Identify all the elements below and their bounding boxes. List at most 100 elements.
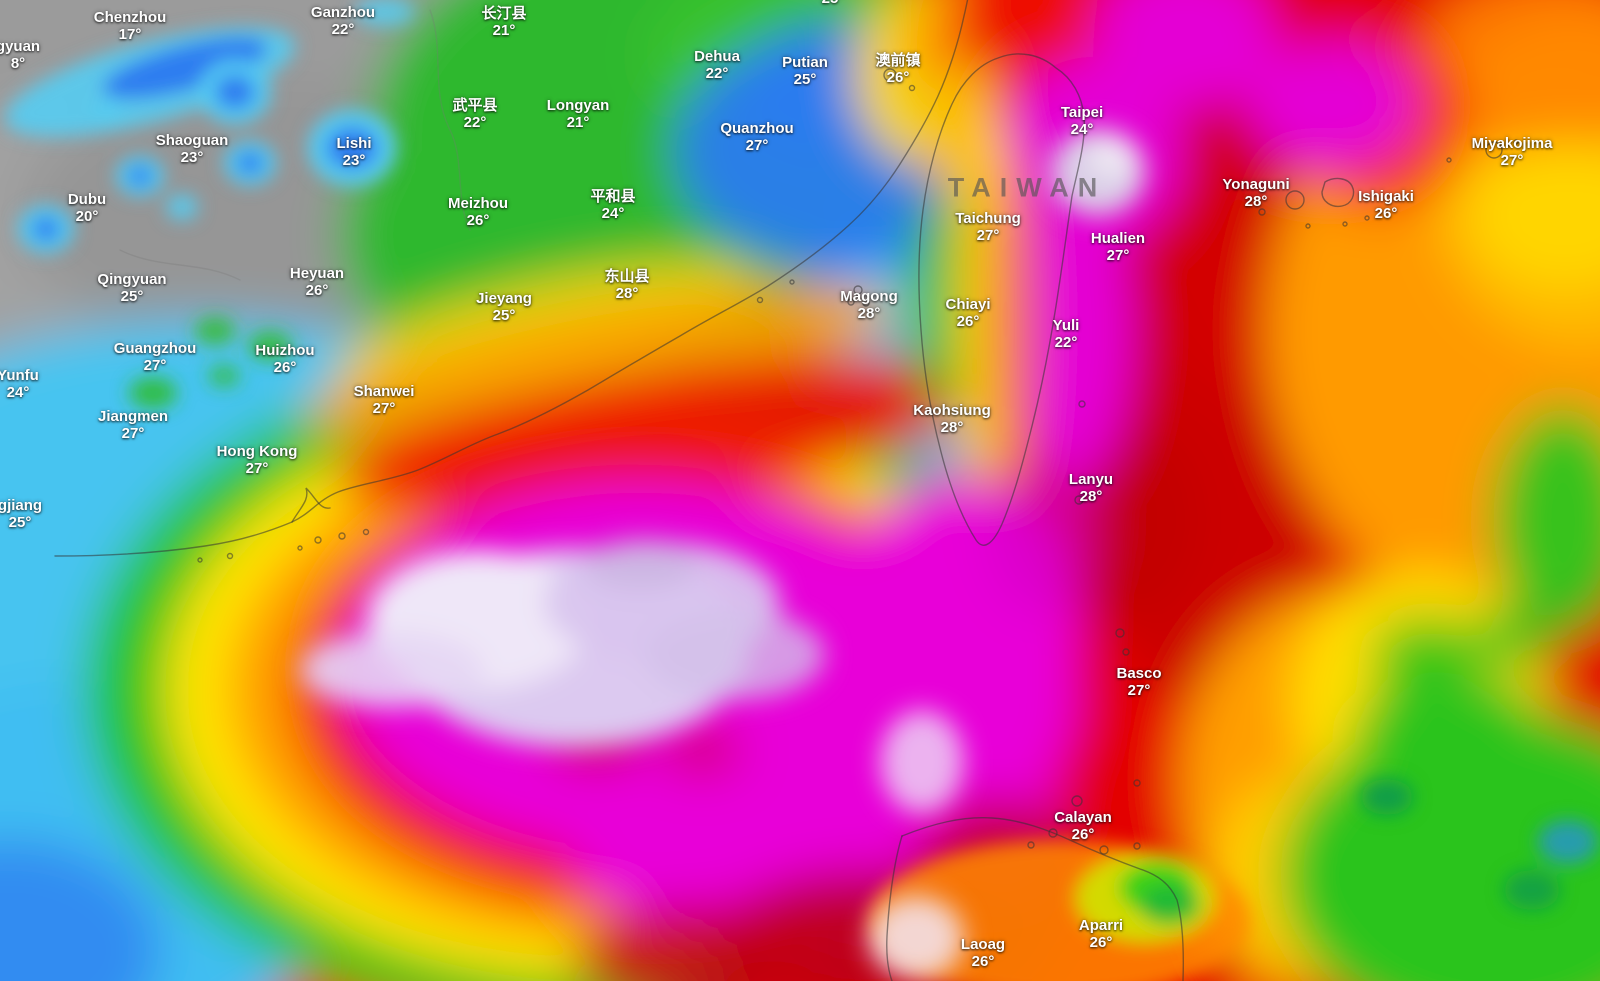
city-name: Kaohsiung [913,402,991,419]
city-temperature: 26° [1071,826,1095,843]
city-name: Lanyu [1068,471,1114,488]
city-name: 澳前镇 [875,52,921,69]
city-label[interactable]: Ganzhou 22° [311,4,375,38]
city-name: Taichung [955,210,1021,227]
city-label[interactable]: Taichung 27° [955,210,1021,244]
city-temperature: 27° [1500,152,1524,169]
city-name: Qingyuan [97,271,167,288]
city-temperature: 27° [1127,682,1151,699]
city-temperature: 26° [971,953,995,970]
city-temperature: 27° [976,227,1000,244]
city-temperature: 24° [6,384,30,401]
city-label[interactable]: Ishigaki 26° [1358,188,1414,222]
city-label[interactable]: Basco 27° [1116,665,1161,699]
city-name: Jiangmen [97,408,169,425]
city-name: Miyakojima [1471,135,1553,152]
city-name: Magong [840,288,898,305]
city-label[interactable]: Calayan 26° [1054,809,1112,843]
city-name: Guangzhou [113,340,197,357]
city-label[interactable]: Shanwei 27° [354,383,415,417]
city-label[interactable]: Magong 28° [840,288,898,322]
city-label[interactable]: 东山县 28° [604,268,649,302]
city-label[interactable]: Yuli 22° [1053,317,1080,351]
city-temperature: 23° [180,149,204,166]
city-label[interactable]: Yunfu 24° [0,367,39,401]
city-label[interactable]: Guangzhou 27° [114,340,197,374]
city-label[interactable]: 25° [822,0,845,7]
city-temperature: 27° [1106,247,1130,264]
city-label[interactable]: Jiangmen 27° [98,408,168,442]
city-name: Quanzhou [720,120,794,137]
city-label[interactable]: Putian 25° [782,54,828,88]
city-label[interactable]: Dubu 20° [68,191,106,225]
city-label[interactable]: Lanyu 28° [1069,471,1113,505]
city-label[interactable]: Taipei 24° [1061,104,1103,138]
coastline-layer [54,0,1519,981]
city-label[interactable]: Quanzhou 27° [720,120,793,154]
city-temperature: 8° [10,55,26,72]
city-temperature: 25° [492,307,516,324]
city-label[interactable]: Dehua 22° [694,48,740,82]
city-label[interactable]: Hong Kong 27° [217,443,298,477]
city-temperature: 27° [372,400,396,417]
city-temperature: 21° [566,114,590,131]
city-label[interactable]: Laoag 26° [961,936,1005,970]
city-label[interactable]: Qingyuan 25° [97,271,166,305]
city-label[interactable]: Longyan 21° [547,97,610,131]
city-label[interactable]: Meizhou 26° [448,195,508,229]
city-name: Yuli [1052,317,1080,334]
city-name: Dehua [694,48,740,65]
city-label[interactable]: Hualien 27° [1091,230,1145,264]
city-name: Yunfu [0,367,39,384]
city-label[interactable]: Heyuan 26° [290,265,344,299]
city-name: Ganzhou [310,4,376,21]
city-label[interactable]: Shaoguan 23° [156,132,229,166]
city-name: Chiayi [945,296,991,313]
city-label[interactable]: gjiang 25° [0,497,42,531]
city-name: Meizhou [448,195,508,212]
city-temperature: 25° [793,71,817,88]
city-label[interactable]: Aparri 26° [1079,917,1123,951]
city-temperature: 23° [342,152,366,169]
city-name: Laoag [960,936,1006,953]
extreme-core-layer [300,128,1146,980]
city-name: Taipei [1060,104,1104,121]
city-label[interactable]: Yonaguni 28° [1222,176,1289,210]
city-temperature: 27° [143,357,167,374]
city-temperature: 28° [940,419,964,436]
city-name: Calayan [1054,809,1112,826]
city-label[interactable]: 长汀县 21° [481,5,526,39]
city-label[interactable]: Lishi 23° [336,135,371,169]
city-name: Jieyang [476,290,532,307]
city-name: gjiang [0,497,43,514]
city-label[interactable]: 澳前镇 26° [875,52,920,86]
city-label[interactable]: gyuan 8° [0,38,40,72]
city-label[interactable]: Huizhou 26° [255,342,314,376]
city-name: Hong Kong [216,443,298,460]
city-temperature: 22° [463,114,487,131]
city-name: 东山县 [604,268,650,285]
city-temperature: 22° [331,21,355,38]
city-name: Aparri [1078,917,1124,934]
city-label[interactable]: 平和县 24° [590,188,635,222]
city-temperature: 26° [956,313,980,330]
city-label[interactable]: Chiayi 26° [945,296,990,330]
city-label[interactable]: Kaohsiung 28° [913,402,991,436]
city-temperature: 24° [1070,121,1094,138]
city-label[interactable]: Miyakojima 27° [1472,135,1553,169]
city-label[interactable]: 武平县 22° [452,97,497,131]
city-temperature: 26° [273,359,297,376]
city-label[interactable]: Chenzhou 17° [94,9,167,43]
city-temperature: 22° [705,65,729,82]
city-name: Shanwei [353,383,415,400]
city-label[interactable]: Jieyang 25° [476,290,532,324]
city-name: Hualien [1090,230,1146,247]
city-temperature: 26° [466,212,490,229]
city-name: Shaoguan [155,132,229,149]
city-name: Huizhou [255,342,315,359]
city-temperature: 25° [120,288,144,305]
city-temperature: 25° [822,0,845,7]
city-name: Ishigaki [1358,188,1414,205]
